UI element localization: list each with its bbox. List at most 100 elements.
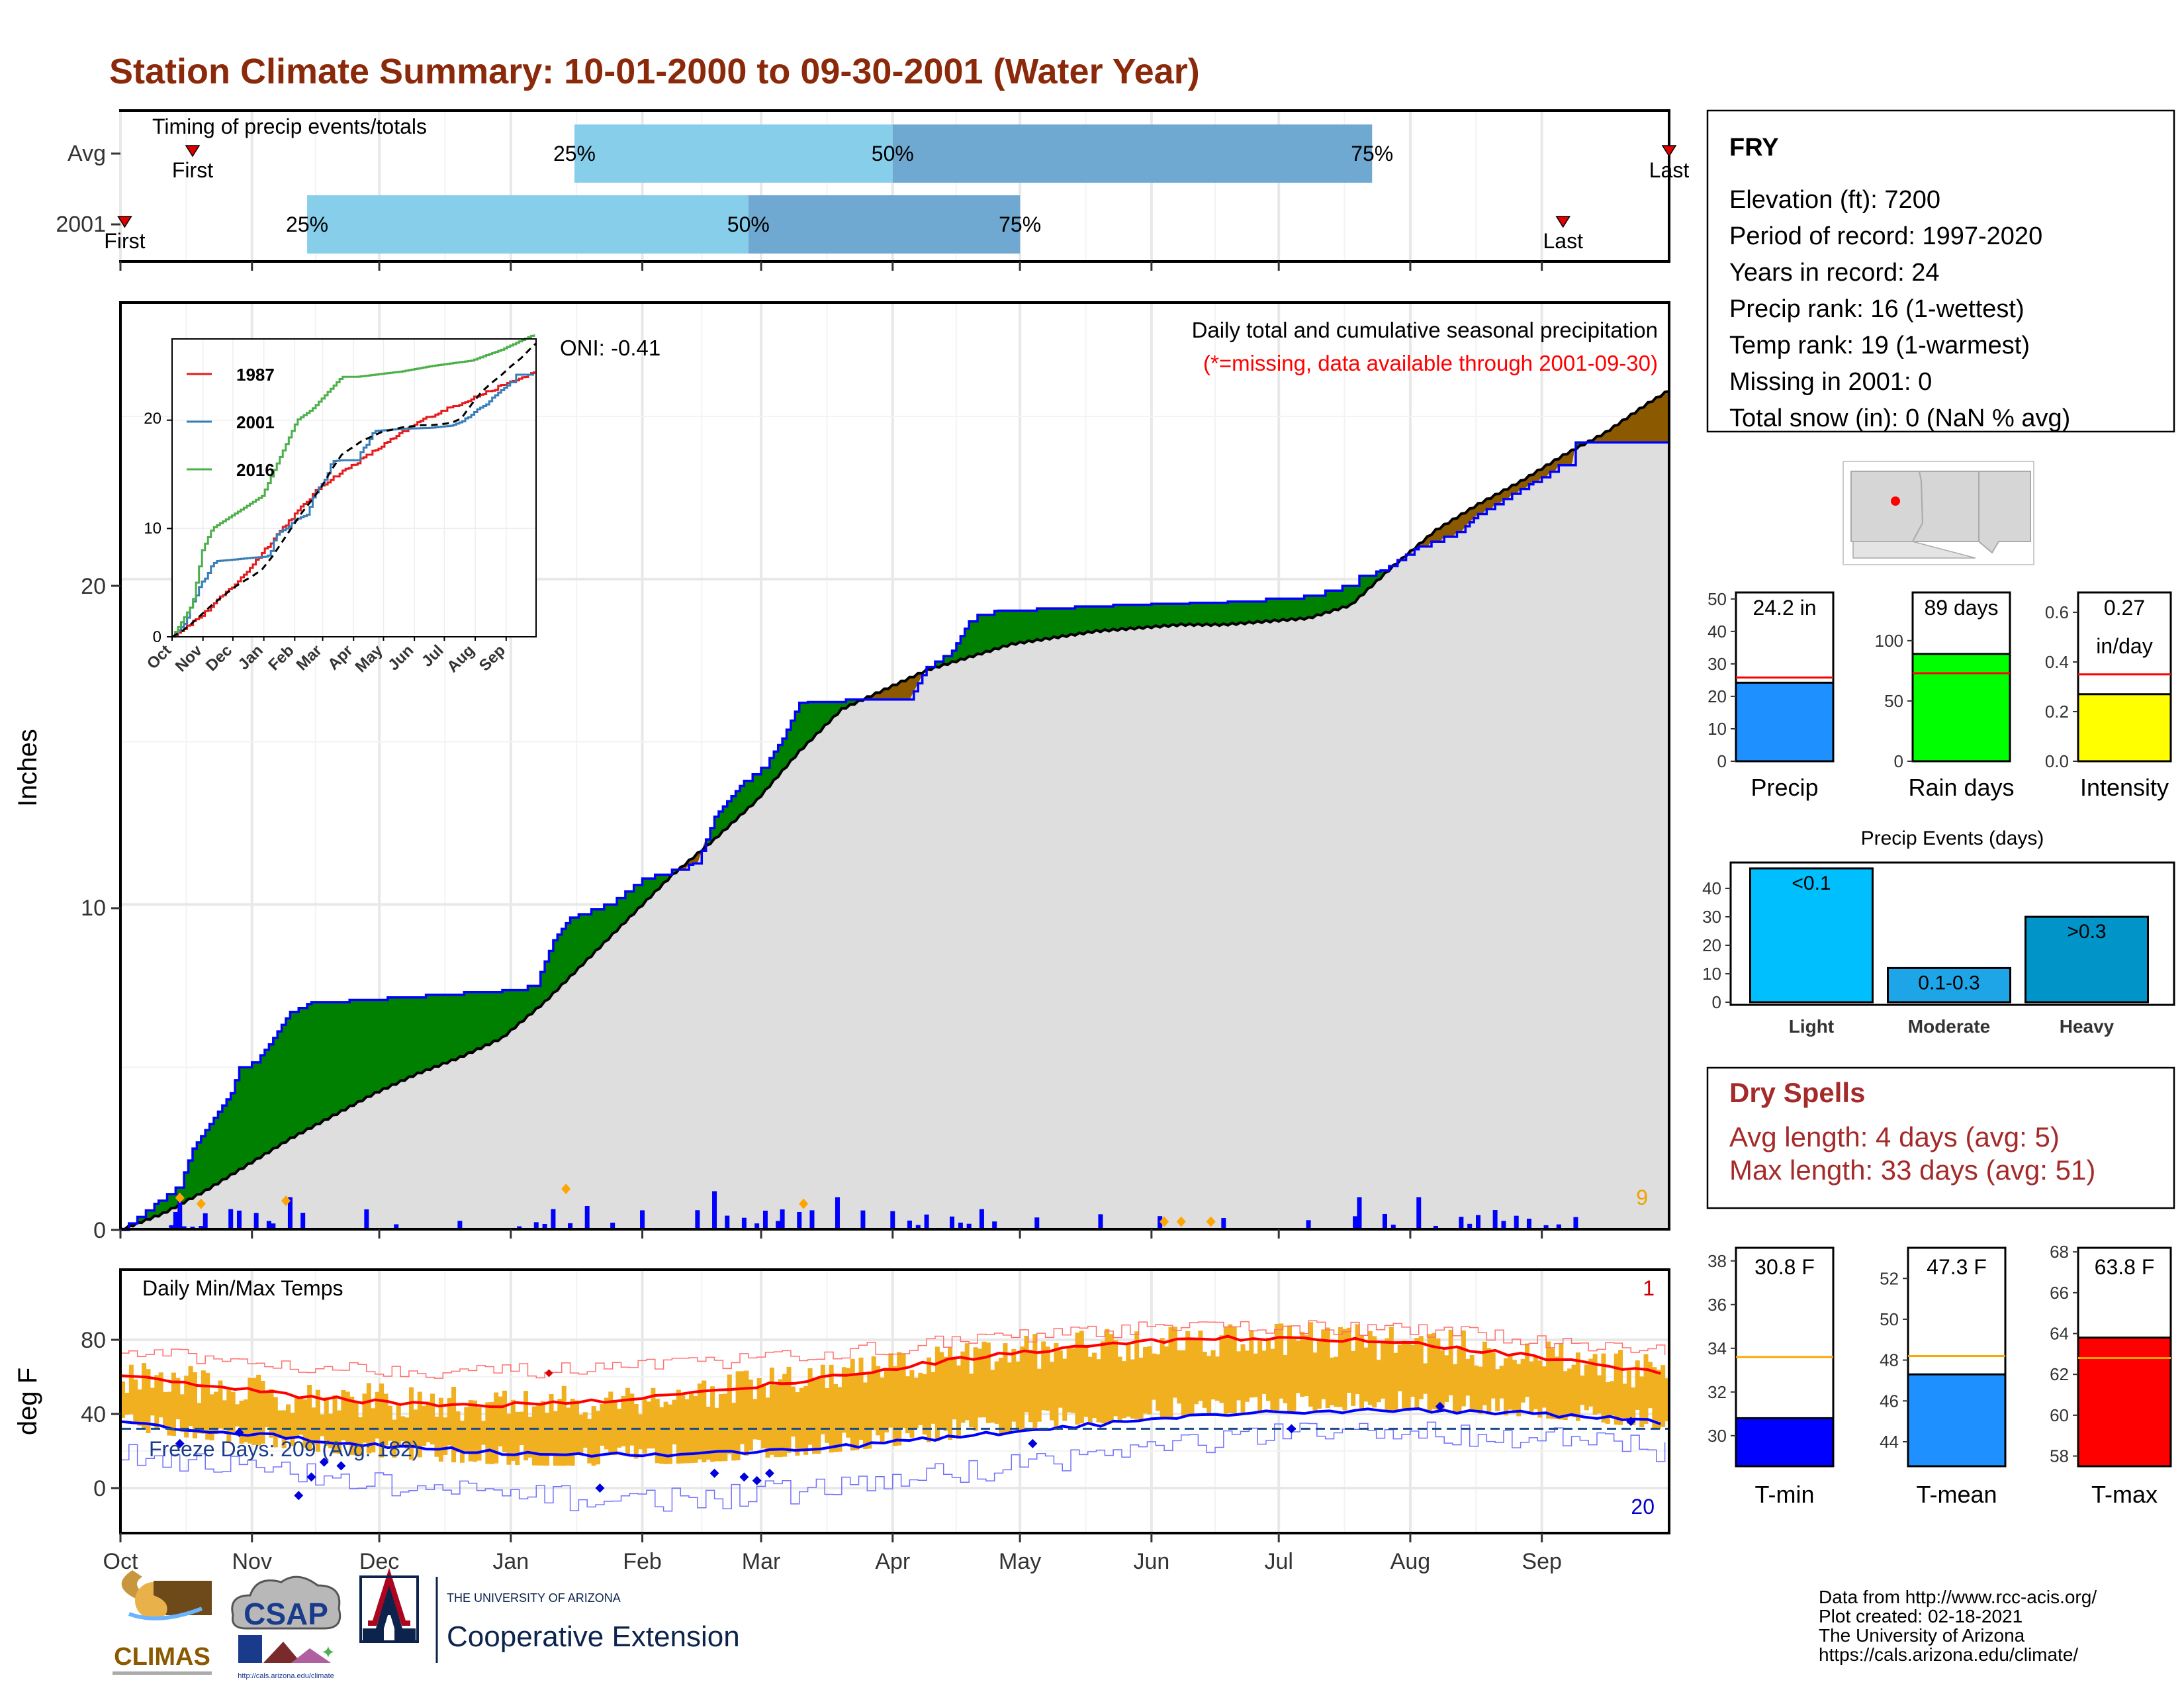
tempbar-tick: 58: [2050, 1446, 2069, 1466]
daily-precip-bar: [203, 1213, 208, 1230]
month-label-jan: Jan: [492, 1549, 529, 1574]
credit-line-4: https://cals.arizona.edu/climate/: [1819, 1644, 2078, 1665]
daily-precip-bar: [809, 1210, 815, 1230]
ua-extension-text: Cooperative Extension: [447, 1620, 740, 1653]
tempbar-tick: 36: [1707, 1295, 1727, 1315]
timing-q75-label: 75%: [1351, 142, 1393, 165]
summary-bar-fill: [1735, 681, 1835, 763]
daily-precip-bar: [741, 1217, 747, 1230]
precip-panel-subtitle: (*=missing, data available through 2001-…: [1203, 351, 1658, 375]
events-category-label: Light: [1789, 1016, 1834, 1037]
daily-precip-bar: [457, 1221, 463, 1230]
month-label-feb: Feb: [623, 1549, 662, 1574]
tempbar-fill: [1907, 1373, 2007, 1468]
timing-q25-label: 25%: [553, 142, 596, 165]
events-tick: 10: [1702, 964, 1721, 984]
daily-precip-bar: [1416, 1197, 1422, 1230]
daily-precip-bar: [1357, 1197, 1362, 1230]
daily-precip-bar: [776, 1221, 781, 1230]
dry-spells-title: Dry Spells: [1729, 1077, 1865, 1108]
timing-first-label: First: [104, 229, 145, 253]
events-category-label: Heavy: [2060, 1016, 2115, 1037]
record-low-marker: [764, 1468, 774, 1478]
inset-legend-2001: 2001: [236, 412, 275, 432]
summary-precip: 24.2 in 0 10 20 30 40 50 Precip: [1707, 589, 1835, 801]
tempbar-name: T-mean: [1916, 1481, 1997, 1508]
tempbar-tick: 64: [2050, 1324, 2069, 1344]
record-low-marker: [1287, 1424, 1297, 1434]
precip-average-area: [120, 442, 1669, 1231]
record-low-marker: [1626, 1417, 1636, 1427]
precip-corner-count: 9: [1636, 1186, 1648, 1209]
daily-precip-bar: [979, 1209, 984, 1230]
daily-precip-bar: [253, 1213, 259, 1230]
summary-intensity: 0.27 in/day 0.0 0.2 0.4 0.6 Intensity: [2045, 591, 2172, 801]
timing-first-label: First: [172, 158, 213, 182]
record-low-marker: [709, 1468, 719, 1478]
daily-precip-bar: [762, 1210, 768, 1230]
precip-ylabel: Inches: [13, 729, 42, 807]
month-label-jul: Jul: [1264, 1549, 1293, 1574]
inset-ytick-0: 0: [153, 628, 161, 646]
temp-panel: Daily Min/Max Temps Freeze Days: 209 (Av…: [13, 1268, 1670, 1534]
summary-rain-days: 89 days 0 50 100 Rain days: [1875, 591, 2015, 801]
page-title: Station Climate Summary: 10-01-2000 to 0…: [109, 52, 1200, 91]
missing-data-marker: [799, 1198, 809, 1209]
ua-logo: THE UNIVERSITY OF ARIZONA Cooperative Ex…: [359, 1568, 740, 1663]
credit-line-3: The University of Arizona: [1819, 1625, 2025, 1646]
timing-q75-label: 75%: [999, 212, 1041, 236]
summary-tick: 30: [1707, 654, 1727, 674]
daily-precip-bar: [890, 1211, 895, 1230]
tempbar-fill: [1735, 1417, 1835, 1468]
daily-precip-bar: [228, 1209, 234, 1230]
summary-tick: 100: [1875, 631, 1903, 651]
daily-precip-bar: [915, 1225, 921, 1230]
credits: Data from http://www.rcc-acis.org/ Plot …: [1819, 1587, 2097, 1665]
summary-bar-fill: [1911, 653, 2011, 763]
station-elevation: Elevation (ft): 7200: [1729, 186, 1940, 214]
events-tick: 0: [1712, 992, 1721, 1012]
inset-legend-1987: 1987: [236, 365, 275, 385]
temp-ylabel: deg F: [13, 1368, 42, 1435]
inset-legend-2016: 2016: [236, 460, 275, 480]
station-period: Period of record: 1997-2020: [1729, 222, 2042, 250]
daily-precip-bar: [1476, 1215, 1481, 1230]
record-low-marker: [294, 1491, 304, 1501]
daily-precip-bar: [271, 1223, 276, 1230]
missing-data-marker: [281, 1196, 291, 1206]
daily-precip-bar: [907, 1220, 912, 1230]
record-low-marker: [234, 1428, 244, 1437]
tempbar-tick: 48: [1880, 1350, 1899, 1370]
inset-line-2001: [172, 373, 534, 638]
record-low-marker: [739, 1472, 749, 1482]
temp-ytick-40: 40: [81, 1402, 106, 1427]
inset-ytick-20: 20: [144, 410, 161, 428]
daily-precip-bar: [1382, 1213, 1387, 1230]
locator-map: [1843, 461, 2034, 565]
daily-precip-bar: [860, 1210, 866, 1230]
summary-value-unit: in/day: [2096, 634, 2152, 658]
daily-precip-bar: [695, 1210, 700, 1230]
daily-precip-bar: [1526, 1219, 1531, 1230]
month-label-oct: Oct: [103, 1549, 138, 1574]
daily-precip-bar: [1459, 1217, 1464, 1230]
daily-precip-bar: [1098, 1214, 1103, 1230]
daily-precip-bar: [542, 1223, 547, 1230]
tempbar-name: T-max: [2091, 1481, 2158, 1508]
daily-precip-bar: [966, 1223, 972, 1230]
summary-name: Precip: [1751, 774, 1818, 801]
daily-precip-bar: [1158, 1216, 1163, 1230]
precip-events-chart: Precip Events (days) 0 10 20 30 40 <0.1 Light 0…: [1702, 827, 2175, 1037]
tempbar-tick: 34: [1707, 1338, 1727, 1358]
precip-panel: Daily total and cumulative seasonal prec…: [13, 301, 1670, 1243]
dry-spells-avg: Avg length: 4 days (avg: 5): [1729, 1121, 2060, 1152]
summary-tick: 0.6: [2045, 602, 2069, 622]
events-bar-heavy: [2025, 915, 2149, 1004]
record-max-line: [120, 1320, 1666, 1379]
events-bar-label: 0.1-0.3: [1918, 972, 1979, 994]
timing-q25-label: 25%: [286, 212, 328, 236]
temp-bar-charts: 30.8 F 30 32 34 36 38 T-min 47.3 F 44 46 48 50 52 T-m…: [1707, 1242, 2172, 1508]
timing-q50-label: 50%: [872, 142, 914, 165]
summary-name: Rain days: [1908, 774, 2014, 801]
missing-data-marker: [561, 1184, 571, 1194]
